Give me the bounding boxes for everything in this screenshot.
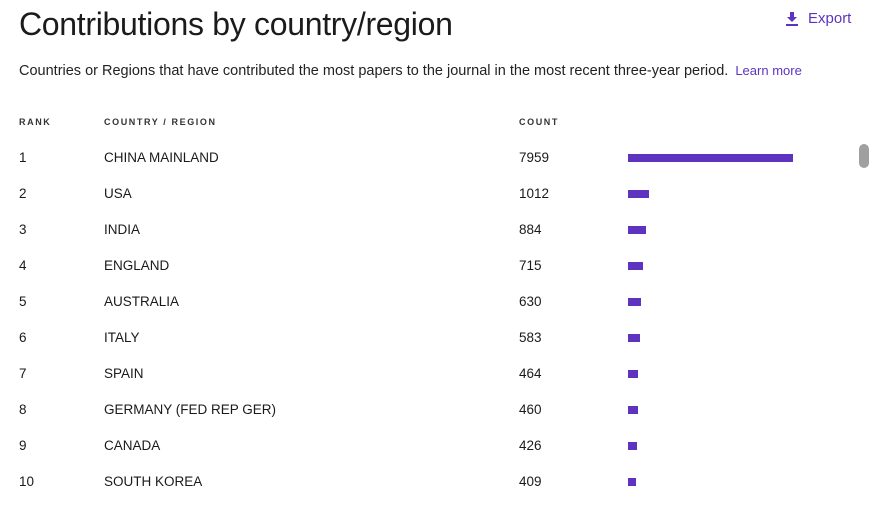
- count-cell: 583: [519, 330, 542, 345]
- count-bar: [628, 406, 638, 414]
- count-bar: [628, 478, 637, 486]
- description: Countries or Regions that have contribut…: [19, 63, 802, 79]
- country-cell: GERMANY (FED REP GER): [104, 402, 277, 417]
- table-row: 3 INDIA 884: [0, 222, 860, 258]
- table-row: 6 ITALY 583: [0, 330, 860, 366]
- count-bar: [628, 370, 638, 378]
- table-row: 7 SPAIN 464: [0, 366, 860, 402]
- count-bar: [628, 262, 643, 270]
- count-cell: 409: [519, 474, 542, 489]
- country-cell: CHINA MAINLAND: [104, 150, 219, 165]
- count-bar: [628, 334, 641, 342]
- count-bar: [628, 442, 637, 450]
- country-cell: SPAIN: [104, 366, 144, 381]
- table-row: 4 ENGLAND 715: [0, 258, 860, 294]
- rank-cell: 8: [19, 402, 27, 417]
- rank-cell: 3: [19, 222, 27, 237]
- rank-cell: 7: [19, 366, 27, 381]
- column-header-count[interactable]: COUNT: [519, 117, 559, 127]
- count-bar: [628, 298, 642, 306]
- country-cell: ITALY: [104, 330, 140, 345]
- count-bar: [628, 226, 647, 234]
- count-bar: [628, 154, 793, 162]
- table-row: 2 USA 1012: [0, 186, 860, 222]
- rank-cell: 2: [19, 186, 27, 201]
- column-header-country[interactable]: COUNTRY / REGION: [104, 117, 217, 127]
- country-cell: AUSTRALIA: [104, 294, 180, 309]
- description-text: Countries or Regions that have contribut…: [19, 63, 729, 79]
- rank-cell: 1: [19, 150, 27, 165]
- table-row: 9 CANADA 426: [0, 438, 860, 474]
- country-cell: SOUTH KOREA: [104, 474, 203, 489]
- table-row: 10 SOUTH KOREA 409: [0, 474, 860, 510]
- scrollbar-thumb[interactable]: [859, 144, 869, 168]
- count-cell: 715: [519, 258, 542, 273]
- download-icon: [786, 11, 798, 26]
- table-row: 1 CHINA MAINLAND 7959: [0, 150, 860, 186]
- country-cell: USA: [104, 186, 132, 201]
- rank-cell: 9: [19, 438, 27, 453]
- rank-cell: 4: [19, 258, 27, 273]
- page-title: Contributions by country/region: [19, 6, 453, 42]
- country-cell: ENGLAND: [104, 258, 170, 273]
- count-cell: 7959: [519, 150, 550, 165]
- export-label: Export: [808, 10, 852, 27]
- rank-cell: 6: [19, 330, 27, 345]
- count-bar: [628, 190, 649, 198]
- rank-cell: 10: [19, 474, 35, 489]
- country-cell: INDIA: [104, 222, 141, 237]
- count-cell: 460: [519, 402, 542, 417]
- learn-more-link[interactable]: Learn more: [735, 63, 802, 78]
- count-cell: 464: [519, 366, 542, 381]
- table-row: 8 GERMANY (FED REP GER) 460: [0, 402, 860, 438]
- count-cell: 426: [519, 438, 542, 453]
- table-row: 5 AUSTRALIA 630: [0, 294, 860, 330]
- count-cell: 1012: [519, 186, 550, 201]
- rank-cell: 5: [19, 294, 27, 309]
- export-button[interactable]: Export: [786, 10, 851, 27]
- column-header-rank[interactable]: RANK: [19, 117, 52, 127]
- count-cell: 630: [519, 294, 542, 309]
- count-cell: 884: [519, 222, 542, 237]
- country-cell: CANADA: [104, 438, 161, 453]
